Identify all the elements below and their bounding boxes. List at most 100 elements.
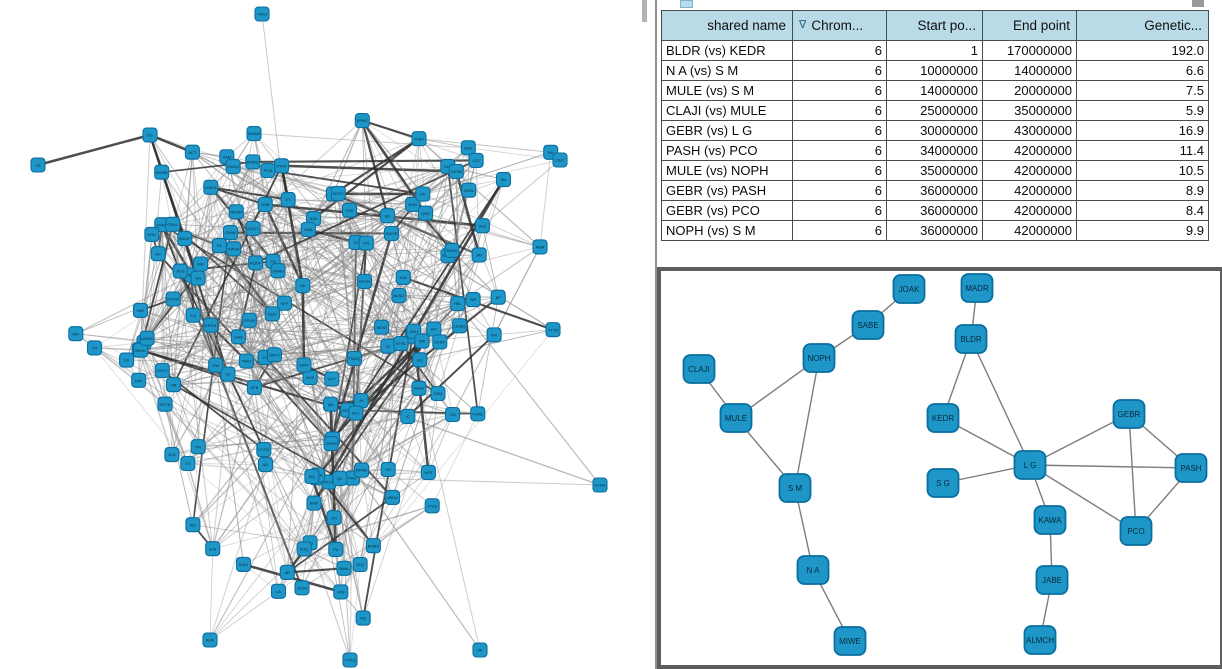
- network-node[interactable]: KS: [142, 127, 158, 143]
- network-node[interactable]: IJUC: [552, 152, 568, 168]
- network-node[interactable]: BKRM: [154, 164, 170, 180]
- network-node-MIWE[interactable]: MIWE: [833, 626, 867, 656]
- subnetwork-edge-LG-GEBR[interactable]: [1029, 413, 1130, 466]
- network-node[interactable]: UE: [30, 157, 46, 173]
- subnetwork-edge-NOPH-SM[interactable]: [794, 357, 820, 489]
- network-node[interactable]: GMW: [222, 225, 239, 241]
- network-node[interactable]: TFBV: [411, 131, 427, 147]
- network-node[interactable]: CQ: [185, 307, 201, 323]
- network-node[interactable]: HNA: [300, 221, 316, 238]
- scrollbar-fragment[interactable]: [642, 0, 647, 22]
- network-node[interactable]: NVS: [302, 369, 318, 386]
- network-node-JABE[interactable]: JABE: [1035, 565, 1069, 595]
- network-node[interactable]: PN: [190, 439, 206, 455]
- network-node[interactable]: RQ: [355, 610, 371, 626]
- network-node[interactable]: DVVB: [448, 163, 464, 179]
- network-node[interactable]: RMTR: [228, 204, 244, 220]
- table-row[interactable]: GEBR (vs) PCO 6 36000000 42000000 8.4: [661, 200, 1209, 221]
- network-node[interactable]: YPI: [190, 270, 206, 286]
- network-node-MULE[interactable]: MULE: [719, 403, 753, 433]
- network-node-NA[interactable]: N A: [796, 555, 830, 585]
- network-node[interactable]: BLNO: [391, 288, 407, 304]
- network-node[interactable]: XN: [326, 510, 342, 526]
- table-row[interactable]: BLDR (vs) KEDR 6 1 170000000 192.0: [661, 40, 1209, 61]
- network-node[interactable]: ENZ: [460, 140, 476, 156]
- network-node-SM[interactable]: S M: [778, 473, 812, 503]
- network-node-BLDR[interactable]: BLDR: [954, 324, 988, 354]
- network-node[interactable]: BYJ: [348, 405, 364, 421]
- network-node[interactable]: BXMS: [365, 538, 381, 554]
- network-node[interactable]: ACT: [184, 144, 200, 160]
- network-node[interactable]: AN: [323, 396, 339, 412]
- network-node[interactable]: XJ: [380, 338, 396, 354]
- network-node[interactable]: IDPK: [296, 357, 312, 373]
- network-node[interactable]: PVJI: [260, 162, 276, 178]
- network-node[interactable]: TWZQ: [346, 350, 362, 367]
- network-node[interactable]: JIOS: [172, 263, 188, 279]
- network-node[interactable]: JYUU: [424, 498, 440, 514]
- network-node[interactable]: DSD: [430, 385, 446, 402]
- network-node-CLAJI[interactable]: CLAJI: [682, 354, 716, 384]
- network-node-MADR[interactable]: MADR: [960, 273, 994, 303]
- filter-funnel-icon[interactable]: ∇: [799, 19, 807, 31]
- network-node[interactable]: NW: [132, 302, 149, 318]
- network-node[interactable]: OR: [165, 377, 182, 393]
- network-node[interactable]: RFGR: [356, 273, 373, 289]
- column-header-endpoint[interactable]: End point: [982, 10, 1077, 41]
- network-node[interactable]: JAY: [471, 247, 487, 263]
- network-node[interactable]: UFE: [420, 464, 436, 480]
- network-node[interactable]: TUWL: [470, 406, 486, 422]
- subnetwork-canvas[interactable]: JOAK SABE NOPH CLAJI MULE S M N A MIWE MADR BLDR K…: [661, 271, 1220, 665]
- table-row[interactable]: N A (vs) S M 6 10000000 14000000 6.6: [661, 60, 1209, 81]
- network-node-KAWA[interactable]: KAWA: [1033, 505, 1067, 535]
- network-node[interactable]: RTMT: [274, 158, 290, 174]
- network-node[interactable]: LWWC: [139, 330, 155, 346]
- main-network-view[interactable]: OWHZNXXSDFNIOIDACTXAMNYTCGMWQFRTCRULRLPV…: [0, 0, 648, 669]
- table-row[interactable]: GEBR (vs) PASH 6 36000000 42000000 8.9: [661, 180, 1209, 201]
- network-node[interactable]: FJ: [180, 455, 196, 472]
- network-node[interactable]: GTNX: [592, 477, 608, 493]
- network-node[interactable]: XOL: [395, 269, 411, 285]
- network-node[interactable]: GO: [426, 321, 442, 337]
- network-node[interactable]: EPNC: [354, 113, 370, 129]
- table-row[interactable]: CLAJI (vs) MULE 6 25000000 35000000 5.9: [661, 100, 1209, 121]
- network-node[interactable]: WOG: [374, 319, 390, 335]
- network-node[interactable]: ET: [280, 192, 296, 208]
- network-node[interactable]: GXGY: [245, 220, 261, 237]
- network-node-LG[interactable]: L G: [1013, 450, 1047, 480]
- network-node[interactable]: IRMU: [384, 489, 401, 505]
- network-node[interactable]: OIZN: [461, 182, 477, 198]
- network-node[interactable]: CCPZ: [256, 442, 272, 458]
- network-node[interactable]: ONKX: [203, 179, 219, 195]
- network-node[interactable]: TBKJ: [238, 353, 255, 369]
- network-node[interactable]: LEQ: [352, 556, 368, 573]
- subnetwork-edge-LG-PCO[interactable]: [1029, 464, 1137, 532]
- network-node[interactable]: VR: [380, 461, 396, 478]
- network-node-GEBR[interactable]: GEBR: [1112, 399, 1146, 429]
- network-node[interactable]: EK: [379, 208, 396, 224]
- column-header-sharedname[interactable]: shared name: [661, 10, 793, 41]
- network-node[interactable]: AQ: [412, 352, 428, 368]
- network-node[interactable]: UUSQ: [452, 318, 468, 334]
- network-node-SG[interactable]: S G: [926, 468, 960, 498]
- network-node[interactable]: YVYQ: [342, 652, 358, 668]
- network-node[interactable]: VDGI: [254, 6, 270, 22]
- network-node[interactable]: QOG: [417, 205, 434, 221]
- network-node[interactable]: SFB: [246, 379, 262, 396]
- network-node[interactable]: OXFC: [154, 362, 170, 379]
- network-node[interactable]: EWGJ: [225, 159, 241, 175]
- network-node[interactable]: HOB: [257, 196, 273, 213]
- network-node[interactable]: BGAM: [246, 126, 262, 142]
- main-network-canvas[interactable]: OWHZNXXSDFNIOIDACTXAMNYTCGMWQFRTCRULRLPV…: [0, 0, 648, 669]
- subnetwork-edge-BLDR-LG[interactable]: [970, 338, 1031, 466]
- network-node[interactable]: AE: [279, 564, 295, 580]
- network-node[interactable]: YR: [86, 340, 103, 356]
- network-node[interactable]: BQ: [304, 468, 320, 485]
- network-node[interactable]: LV: [220, 366, 236, 382]
- network-node[interactable]: WD: [68, 326, 84, 342]
- network-node-SABE[interactable]: SABE: [851, 310, 885, 340]
- network-node-JOAK[interactable]: JOAK: [892, 274, 926, 304]
- network-node[interactable]: LMQ: [230, 329, 246, 345]
- network-node[interactable]: RQOF: [248, 255, 264, 271]
- table-row[interactable]: PASH (vs) PCO 6 34000000 42000000 11.4: [661, 140, 1209, 161]
